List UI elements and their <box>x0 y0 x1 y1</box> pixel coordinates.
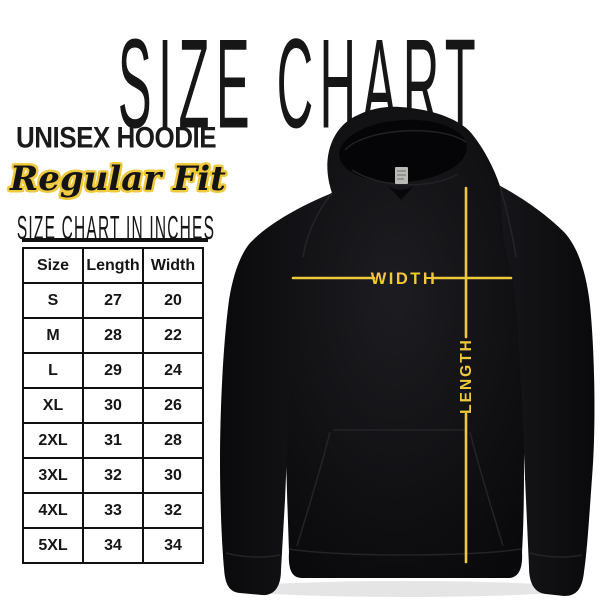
cell-width: 28 <box>142 422 204 459</box>
cell-size: L <box>22 352 84 389</box>
cell-width: 34 <box>142 527 204 564</box>
garment-seams <box>225 185 583 558</box>
cell-length: 28 <box>82 317 144 354</box>
table-header-row: Size Length Width <box>22 247 204 284</box>
hood-fold <box>344 129 467 186</box>
cell-width: 22 <box>142 317 204 354</box>
cell-size: M <box>22 317 84 354</box>
cell-length: 34 <box>82 527 144 564</box>
cell-size: S <box>22 282 84 319</box>
cell-size: 2XL <box>22 422 84 459</box>
cell-width: 20 <box>142 282 204 319</box>
neck-v-seam <box>388 186 414 200</box>
col-header-size: Size <box>22 247 84 284</box>
cell-length: 32 <box>82 457 144 494</box>
hoodie-body <box>271 106 541 579</box>
table-row: 5XL 34 34 <box>22 527 204 564</box>
table-row: 3XL 32 30 <box>22 457 204 494</box>
length-label: LENGTH <box>458 338 475 414</box>
cell-length: 30 <box>82 387 144 424</box>
neck-label-text-lines <box>397 170 406 180</box>
left-sleeve <box>220 193 332 596</box>
cell-width: 24 <box>142 352 204 389</box>
cell-size: 4XL <box>22 492 84 529</box>
cell-size: 5XL <box>22 527 84 564</box>
size-table: Size Length Width S 27 20 M 28 22 L 29 2… <box>22 247 204 564</box>
cell-length: 31 <box>82 422 144 459</box>
product-fit-label: Regular Fit <box>10 159 226 199</box>
hood-opening <box>339 119 467 183</box>
col-header-width: Width <box>142 247 204 284</box>
table-row: 4XL 33 32 <box>22 492 204 529</box>
cell-width: 30 <box>142 457 204 494</box>
cell-width: 32 <box>142 492 204 529</box>
table-row: M 28 22 <box>22 317 204 354</box>
col-header-length: Length <box>82 247 144 284</box>
ground-shadow <box>237 581 573 597</box>
table-row: XL 30 26 <box>22 387 204 424</box>
cell-width: 26 <box>142 387 204 424</box>
product-info: UNISEX HOODIE Regular Fit <box>10 120 226 199</box>
measurement-lines <box>291 186 513 564</box>
table-row: 2XL 31 28 <box>22 422 204 459</box>
cell-size: 3XL <box>22 457 84 494</box>
width-label: WIDTH <box>371 270 438 288</box>
cell-length: 33 <box>82 492 144 529</box>
table-row: L 29 24 <box>22 352 204 389</box>
right-sleeve <box>500 186 595 596</box>
cell-length: 27 <box>82 282 144 319</box>
cell-size: XL <box>22 387 84 424</box>
heading-underline <box>22 238 208 242</box>
table-row: S 27 20 <box>22 282 204 319</box>
cell-length: 29 <box>82 352 144 389</box>
product-name: UNISEX HOODIE <box>15 120 217 155</box>
